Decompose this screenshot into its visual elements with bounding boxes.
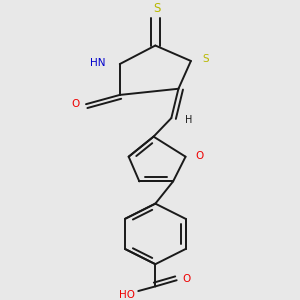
Text: S: S: [202, 54, 209, 64]
Text: O: O: [182, 274, 191, 284]
Text: HO: HO: [119, 290, 135, 300]
Text: S: S: [153, 2, 161, 15]
Text: O: O: [71, 99, 80, 109]
Text: H: H: [185, 115, 192, 124]
Text: O: O: [196, 151, 204, 161]
Text: HN: HN: [90, 58, 106, 68]
